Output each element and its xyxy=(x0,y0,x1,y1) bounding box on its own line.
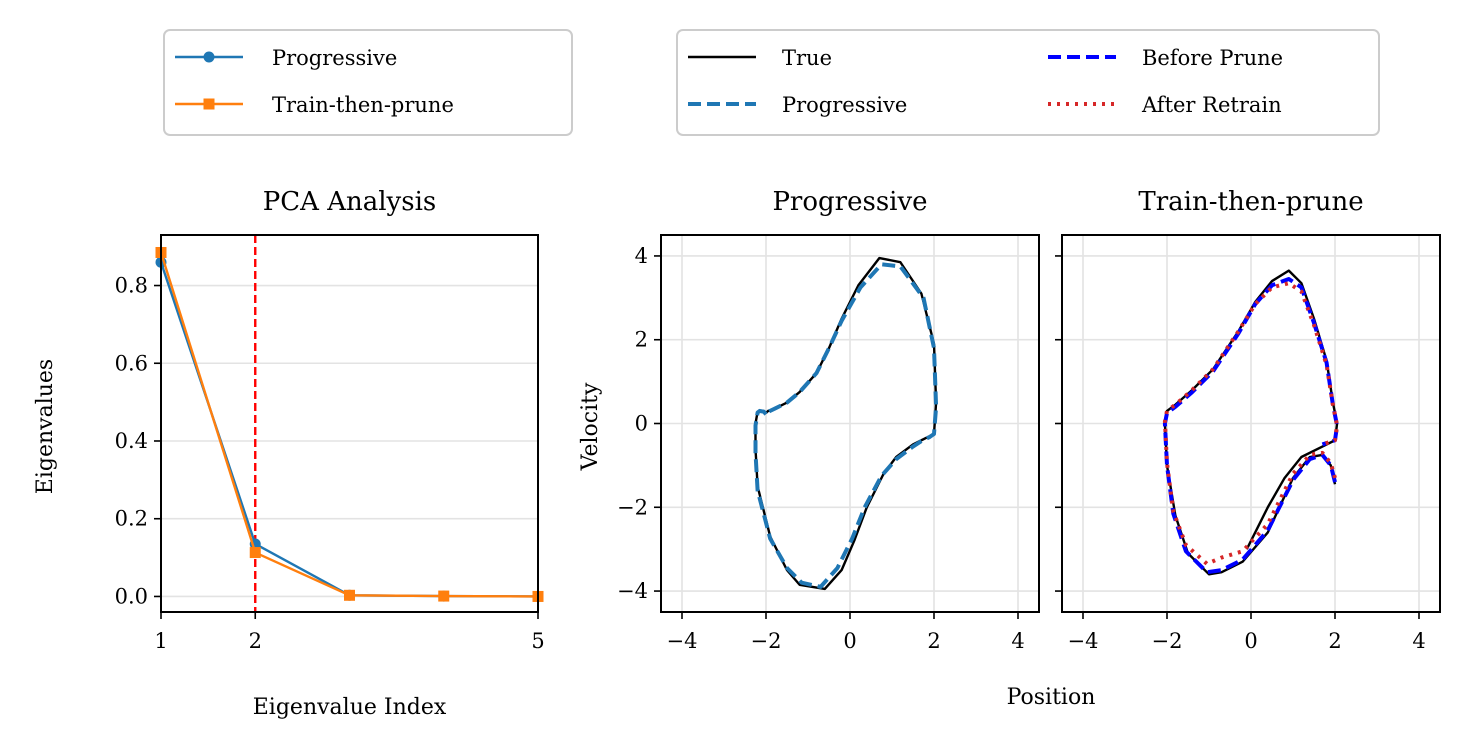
legend-phase: True Before Prune Progressive After Retr… xyxy=(676,29,1380,136)
legend-label-true: True xyxy=(782,46,832,70)
legend-entry-after-retrain: After Retrain xyxy=(1048,93,1282,117)
train-then-prune-xtick-label-2: 0 xyxy=(1244,629,1257,653)
legend-pca: Progressive Train-then-prune xyxy=(163,29,573,136)
panel-pca-analysis: 1 2 5 0.0 0.2 0.4 0.6 0.8 PCA Analysis Eigenvalue… xyxy=(33,187,545,720)
progressive-xtick-label-3: 2 xyxy=(927,629,940,653)
pca-analysis-ytick-label-2: 0.4 xyxy=(115,429,148,453)
legend-entry-train-then-prune: Train-then-prune xyxy=(175,93,454,117)
legend-label-after-retrain: After Retrain xyxy=(1141,93,1282,117)
pca-analysis-xtick-label-1: 2 xyxy=(249,629,262,653)
pca-analysis-title: PCA Analysis xyxy=(263,187,436,217)
train-then-prune-xtick-label-4: 4 xyxy=(1412,629,1425,653)
progressive-series-progressive xyxy=(753,262,939,589)
pca-analysis-x-axis-label: Eigenvalue Index xyxy=(253,695,447,720)
legend-pca-frame xyxy=(163,29,573,136)
shared-x-axis-label: Position xyxy=(1007,685,1096,710)
legend-phase-frame xyxy=(676,29,1380,136)
progressive-title: Progressive xyxy=(772,187,927,217)
legend-label-progressive: Progressive xyxy=(272,46,397,70)
legend-marker-circle xyxy=(203,51,215,63)
pca-analysis-y-axis-label: Eigenvalues xyxy=(33,359,58,494)
progressive-ytick-label-2: 0 xyxy=(635,412,648,436)
progressive-xtick-label-1: −2 xyxy=(751,629,782,653)
pca-analysis-axes-frame xyxy=(160,234,539,613)
progressive-xtick-label-4: 4 xyxy=(1011,629,1024,653)
legend-entry-progressive: Progressive xyxy=(175,46,397,70)
train-then-prune-title: Train-then-prune xyxy=(1138,187,1363,217)
pca-analysis-point-train-then-prune-2 xyxy=(344,589,355,601)
pca-analysis-point-train-then-prune-3 xyxy=(438,590,450,602)
legend-entry-before-prune: Before Prune xyxy=(1048,46,1283,70)
panel-progressive: −4 −2 0 2 4 −4 −2 0 2 4 Progressive Velocity xyxy=(578,187,1040,653)
legend-entry-true: True xyxy=(688,46,832,70)
legend-label-train-then-prune: Train-then-prune xyxy=(272,93,454,117)
legend-label-before-prune: Before Prune xyxy=(1142,46,1283,70)
progressive-ytick-label-1: −2 xyxy=(617,495,648,519)
pca-analysis-ytick-label-4: 0.8 xyxy=(115,274,148,298)
pca-analysis-ytick-label-1: 0.2 xyxy=(115,507,148,531)
panel-train-then-prune: −4 −2 0 2 4 Train-then-prune xyxy=(1055,187,1441,653)
progressive-ytick-label-3: 2 xyxy=(635,328,648,352)
legend-entry-progressive-2: Progressive xyxy=(688,93,907,117)
progressive-xtick-label-2: 0 xyxy=(843,629,856,653)
legend-label-progressive-2: Progressive xyxy=(782,93,907,117)
progressive-ytick-label-4: 4 xyxy=(635,244,648,268)
train-then-prune-xtick-label-1: −2 xyxy=(1152,629,1183,653)
train-then-prune-xtick-label-3: 2 xyxy=(1328,629,1341,653)
legend-marker-square xyxy=(203,98,215,110)
pca-analysis-xtick-label-2: 5 xyxy=(531,629,544,653)
pca-analysis-xtick-label-0: 1 xyxy=(154,629,167,653)
pca-analysis-point-train-then-prune-1 xyxy=(249,547,261,559)
pca-analysis-ytick-label-0: 0.0 xyxy=(115,584,148,608)
progressive-ytick-label-0: −4 xyxy=(617,579,648,603)
progressive-y-axis-label: Velocity xyxy=(578,382,603,471)
pca-analysis-ytick-label-3: 0.6 xyxy=(115,351,148,375)
train-then-prune-xtick-label-0: −4 xyxy=(1068,629,1099,653)
progressive-xtick-label-0: −4 xyxy=(667,629,698,653)
